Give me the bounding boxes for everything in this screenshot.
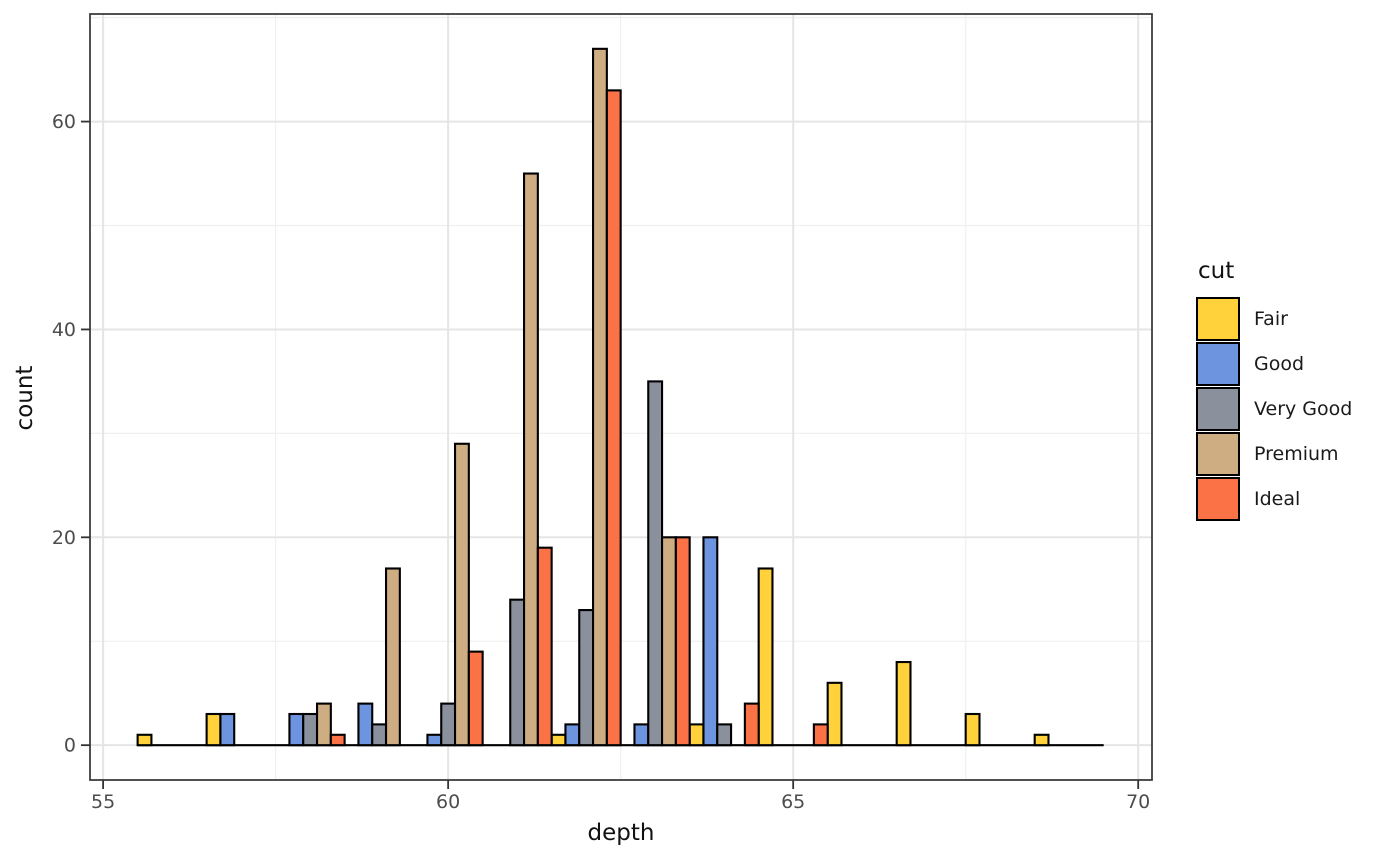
bar-ideal-60 [467, 650, 484, 747]
legend-item-ideal: Ideal [1196, 477, 1352, 521]
legend-item-label: Fair [1254, 308, 1288, 330]
bar-very-good-58 [302, 712, 319, 747]
legend-swatch-ideal [1196, 477, 1240, 521]
bar-fair-57 [205, 712, 222, 747]
legend-swatch-very-good [1196, 387, 1240, 431]
bar-very-good-60 [440, 702, 457, 747]
legend-title: cut [1198, 258, 1235, 284]
y-axis-title: count [12, 365, 38, 431]
bar-fair-68 [964, 712, 981, 747]
legend-items: Fair Good Very Good Premium Ideal [1196, 297, 1352, 521]
bar-very-good-59 [371, 723, 388, 747]
y-tick-label-20: 20 [52, 527, 76, 549]
bar-good-63 [633, 723, 650, 747]
bar-fair-64 [688, 723, 705, 747]
legend-swatch-fair [1196, 297, 1240, 341]
legend-item-label: Ideal [1254, 488, 1301, 510]
bar-fair-66 [826, 681, 843, 747]
bar-ideal-64 [743, 702, 760, 747]
bar-very-good-63 [647, 380, 664, 747]
bar-ideal-63 [674, 536, 691, 747]
bar-ideal-61 [536, 546, 553, 747]
bar-very-good-64 [716, 723, 733, 747]
panel-border [89, 13, 1153, 781]
x-tick-label-70: 70 [1126, 791, 1150, 813]
x-axis-title: depth [587, 820, 655, 846]
bar-fair-56 [136, 733, 153, 747]
y-tick-label-60: 60 [52, 111, 76, 133]
bar-premium-59 [384, 567, 401, 747]
bar-premium-62 [592, 47, 608, 747]
bar-good-59 [357, 702, 374, 747]
legend: cut Fair Good Very Good Premium Ideal [1196, 258, 1352, 522]
bar-premium-58 [315, 702, 332, 747]
bar-good-60 [426, 733, 443, 747]
bar-ideal-62 [605, 89, 622, 747]
bar-premium-61 [522, 172, 539, 747]
bar-premium-60 [453, 442, 470, 747]
legend-item-fair: Fair [1196, 297, 1352, 341]
x-tick-label-60: 60 [436, 791, 460, 813]
bar-premium-63 [661, 536, 677, 747]
legend-swatch-premium [1196, 432, 1240, 476]
bar-good-64 [702, 536, 719, 747]
bar-fair-65 [757, 567, 774, 747]
bar-very-good-62 [578, 609, 595, 747]
legend-item-good: Good [1196, 342, 1352, 386]
x-tick-label-65: 65 [781, 791, 805, 813]
bar-good-58 [288, 712, 305, 747]
bar-fair-69 [1033, 733, 1050, 747]
legend-item-very-good: Very Good [1196, 387, 1352, 431]
bar-ideal-58 [329, 733, 346, 747]
bar-fair-67 [895, 660, 912, 747]
legend-item-label: Good [1254, 353, 1305, 375]
bar-good-62 [564, 723, 581, 747]
y-tick-label-0: 0 [64, 735, 76, 757]
legend-item-premium: Premium [1196, 432, 1352, 476]
bar-ideal-65 [812, 723, 829, 747]
bar-good-57 [219, 712, 236, 747]
y-tick-label-40: 40 [52, 319, 76, 341]
legend-item-label: Very Good [1254, 398, 1353, 420]
x-tick-label-55: 55 [91, 791, 115, 813]
legend-swatch-good [1196, 342, 1240, 386]
bar-fair-62 [550, 733, 567, 747]
legend-item-label: Premium [1254, 443, 1339, 465]
bar-very-good-61 [509, 598, 526, 747]
